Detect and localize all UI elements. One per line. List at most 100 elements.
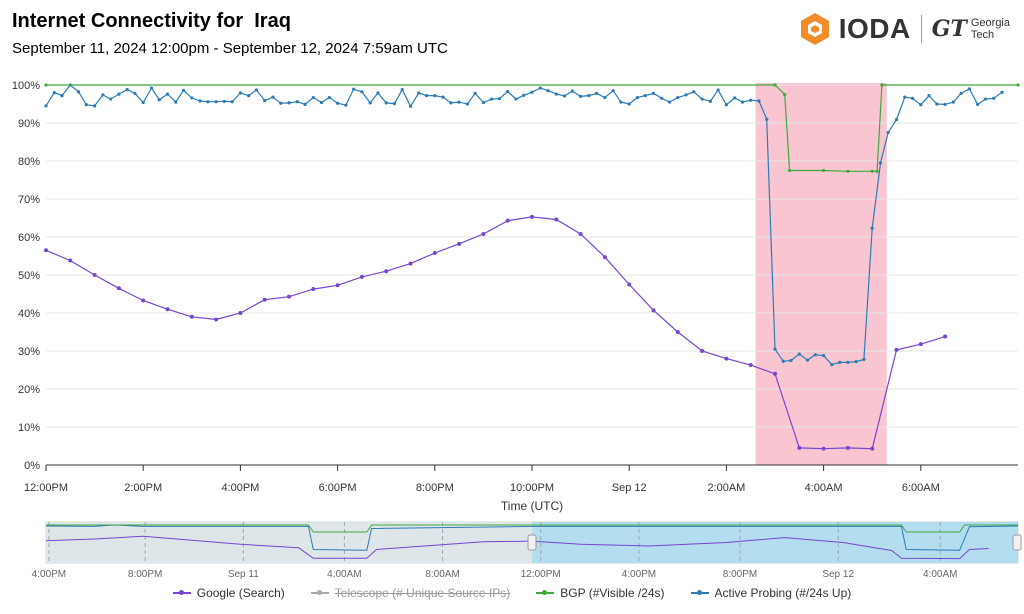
google-data-point xyxy=(724,356,729,361)
active-data-point xyxy=(660,96,664,100)
active-data-point xyxy=(303,102,307,106)
active-data-point xyxy=(319,100,324,105)
active-data-point xyxy=(903,95,907,99)
active-data-point xyxy=(449,101,453,105)
x-tick-label: 2:00AM xyxy=(707,482,745,494)
google-data-point xyxy=(748,363,753,368)
active-data-point xyxy=(676,95,680,100)
google-data-point xyxy=(943,334,948,339)
active-data-point xyxy=(424,94,429,98)
active-data-point xyxy=(109,97,113,101)
navigator-tick-label: 12:00PM xyxy=(521,569,561,580)
navigator-tick-label: 4:00AM xyxy=(923,569,957,580)
active-data-point xyxy=(400,87,404,92)
active-data-point xyxy=(910,96,915,100)
x-tick-label: 10:00PM xyxy=(510,482,554,494)
active-data-point xyxy=(635,95,640,100)
legend-item-telescope[interactable]: Telescope (# Unique Source IPs) xyxy=(310,586,511,600)
active-data-point xyxy=(546,89,550,93)
ioda-logo-text: IODA xyxy=(838,13,911,44)
bgp-data-point xyxy=(773,83,777,87)
y-tick-label: 100% xyxy=(12,80,40,92)
navigator-left-handle[interactable] xyxy=(527,534,537,551)
google-data-point xyxy=(262,297,267,302)
google-data-point xyxy=(335,283,340,288)
legend-item-google[interactable]: Google (Search) xyxy=(172,586,285,600)
active-data-point xyxy=(238,91,242,95)
google-data-point xyxy=(845,445,850,450)
active-data-point xyxy=(651,91,656,95)
x-tick-label: 4:00PM xyxy=(221,482,259,494)
google-data-point xyxy=(554,217,559,222)
legend-item-active[interactable]: Active Probing (#/24s Up) xyxy=(690,586,851,600)
google-data-point xyxy=(311,287,316,292)
legend-label: BGP (#Visible /24s) xyxy=(560,586,665,600)
active-data-point xyxy=(813,353,817,357)
active-data-point xyxy=(352,87,356,91)
google-data-point xyxy=(894,347,899,352)
active-data-point xyxy=(611,89,615,93)
active-data-point xyxy=(805,358,810,362)
navigator-tick-label: 4:00PM xyxy=(622,569,656,580)
chart-legend: Google (Search) Telescope (# Unique Sourc… xyxy=(0,586,1024,600)
google-data-point xyxy=(481,231,486,236)
active-data-point xyxy=(943,102,947,106)
active-data-point xyxy=(830,363,834,367)
active-data-point xyxy=(60,94,64,98)
active-data-point xyxy=(579,94,583,98)
google-data-point xyxy=(384,269,389,274)
google-data-point xyxy=(627,282,632,287)
page-title: Internet Connectivity for Iraq xyxy=(12,10,291,32)
active-data-point xyxy=(603,95,607,100)
active-data-point xyxy=(254,88,259,92)
active-data-point xyxy=(846,360,850,364)
active-data-point xyxy=(408,104,413,108)
active-data-point xyxy=(101,93,105,97)
navigator-tick-label: 8:00PM xyxy=(723,569,757,580)
x-tick-label: 6:00PM xyxy=(319,482,357,494)
active-data-point xyxy=(392,102,397,106)
active-data-point xyxy=(951,100,955,104)
google-data-point xyxy=(918,342,923,347)
google-navigator-line xyxy=(45,535,989,560)
logo-area[interactable]: IODA GT Georgia Tech xyxy=(799,12,1010,46)
legend-label: Google (Search) xyxy=(196,586,285,600)
google-data-point xyxy=(870,446,875,451)
x-tick-label: 2:00PM xyxy=(124,482,162,494)
legend-label: Telescope (# Unique Source IPs) xyxy=(334,586,511,600)
google-data-point xyxy=(602,255,607,260)
google-data-point xyxy=(700,349,705,353)
google-data-point xyxy=(821,446,826,451)
active-data-point xyxy=(797,352,801,356)
active-data-point xyxy=(497,97,502,101)
active-data-point xyxy=(967,87,972,91)
active-data-point xyxy=(538,86,542,90)
google-data-point xyxy=(92,273,97,277)
x-axis-title: Time (UTC) xyxy=(501,499,563,513)
google-data-point xyxy=(116,286,121,291)
google-data-point xyxy=(408,261,413,266)
active-data-point xyxy=(619,100,623,104)
active-data-point xyxy=(587,94,591,98)
bgp-navigator-line xyxy=(46,524,1018,533)
legend-item-bgp[interactable]: BGP (#Visible /24s) xyxy=(536,586,665,600)
active-data-point xyxy=(1000,90,1004,94)
active-data-point xyxy=(263,98,267,103)
active-data-point xyxy=(667,100,672,104)
active-data-point xyxy=(886,130,890,135)
y-tick-label: 40% xyxy=(18,308,40,320)
active-data-point xyxy=(84,103,88,107)
georgia-tech-logo-text: Georgia Tech xyxy=(971,17,1010,41)
x-tick-label: 8:00PM xyxy=(416,482,454,494)
active-data-point xyxy=(149,86,154,90)
google-data-point xyxy=(432,250,437,255)
google-data-point xyxy=(141,298,146,303)
navigator-tick-label: Sep 11 xyxy=(228,569,259,580)
active-data-point xyxy=(643,94,647,98)
active-data-point xyxy=(311,95,315,100)
active-data-point xyxy=(870,226,874,230)
navigator-selected-region[interactable] xyxy=(532,522,1018,563)
active-data-point xyxy=(198,99,202,103)
connectivity-chart[interactable]: 0% 10% 20% 30% 40% 50% 60% 70% 80% 90% 100% 12:00PM… xyxy=(0,0,1024,586)
navigator-right-handle[interactable] xyxy=(1012,534,1022,551)
